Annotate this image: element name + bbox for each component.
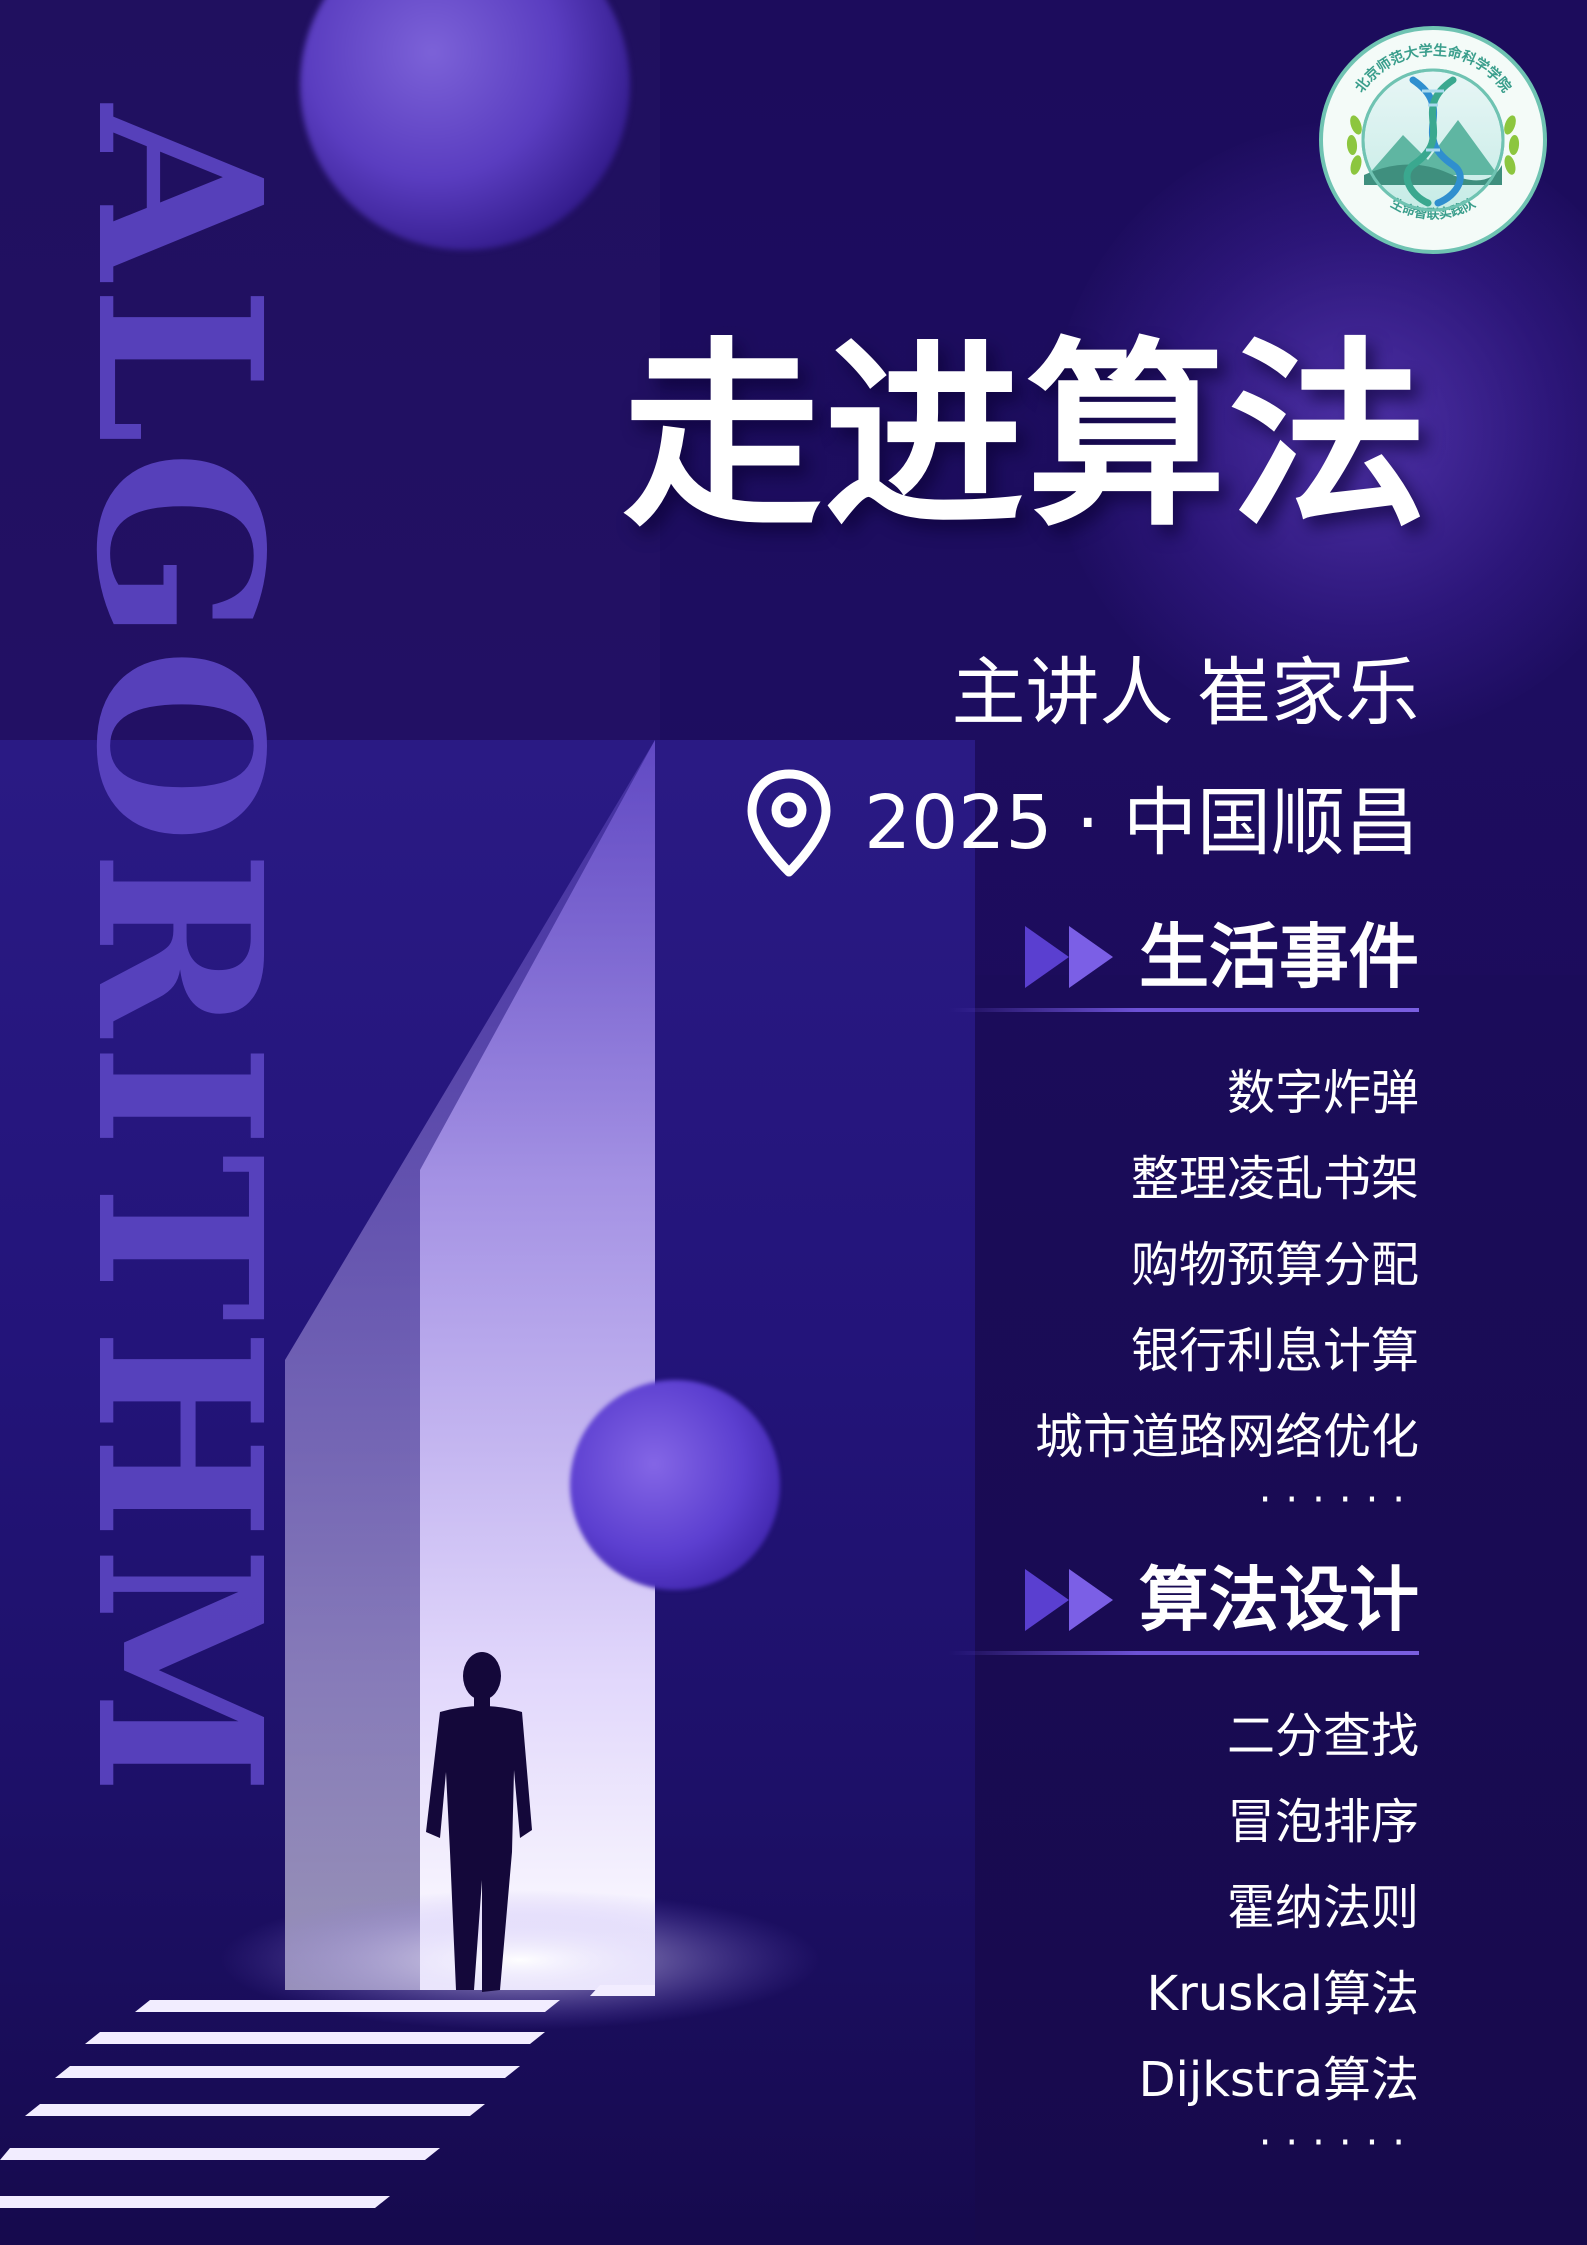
location-pin-icon	[747, 769, 831, 877]
vertical-watermark-word: ALGORITHM	[46, 105, 310, 1802]
list-item: Kruskal算法	[1146, 1966, 1419, 2022]
location-row: 2025 · 中国顺昌	[744, 768, 1419, 878]
list-item: 冒泡排序	[1226, 1794, 1419, 1850]
section-divider	[949, 1008, 1419, 1012]
ellipsis-dots: ······	[1258, 1477, 1419, 1523]
section-item-list: 二分查找 冒泡排序 霍纳法则 Kruskal算法 Dijkstra算法	[989, 1693, 1419, 2123]
location-text: 2025 · 中国顺昌	[864, 780, 1419, 866]
list-item: Dijkstra算法	[1138, 2052, 1419, 2108]
list-item: 银行利息计算	[1130, 1323, 1419, 1379]
person-silhouette	[426, 1652, 532, 1992]
section-divider	[949, 1651, 1419, 1655]
section-title: 生活事件	[1139, 916, 1419, 998]
section-header: 算法设计	[989, 1555, 1419, 1645]
laurel-icon	[1346, 115, 1520, 175]
stairs	[0, 1985, 655, 2208]
list-item: 二分查找	[1226, 1708, 1419, 1764]
ellipsis-dots: ······	[1258, 2120, 1419, 2166]
poster-title: 走进算法	[621, 321, 1430, 554]
dna-helix-icon	[1403, 76, 1464, 207]
decorative-sphere-middle	[570, 1380, 780, 1590]
section-life-events: 生活事件 数字炸弹 整理凌乱书架 购物预算分配 银行利息计算 城市道路网络优化 …	[949, 912, 1419, 1523]
list-item: 霍纳法则	[1226, 1880, 1419, 1936]
list-item: 购物预算分配	[1130, 1237, 1419, 1293]
double-arrow-icon	[1025, 926, 1113, 988]
speaker-line: 主讲人 崔家乐	[951, 650, 1419, 736]
list-item: 数字炸弹	[1226, 1065, 1419, 1121]
double-arrow-icon	[1025, 1569, 1113, 1631]
team-logo: 北京师范大学生命科学学院 生命智联实践队	[1319, 26, 1547, 254]
section-header: 生活事件	[989, 912, 1419, 1002]
section-algorithm-design: 算法设计 二分查找 冒泡排序 霍纳法则 Kruskal算法 Dijkstra算法…	[949, 1555, 1419, 2166]
section-title: 算法设计	[1139, 1559, 1419, 1641]
list-item: 整理凌乱书架	[1130, 1151, 1419, 1207]
list-item: 城市道路网络优化	[1034, 1409, 1419, 1465]
section-item-list: 数字炸弹 整理凌乱书架 购物预算分配 银行利息计算 城市道路网络优化	[989, 1050, 1419, 1480]
